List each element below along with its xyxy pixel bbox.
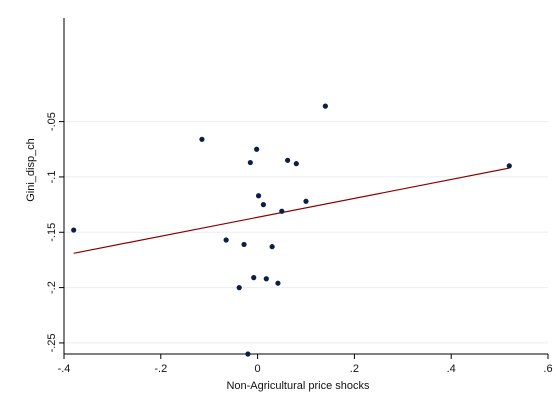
scatter-point — [71, 227, 77, 233]
x-tick-label: -.2 — [154, 363, 167, 375]
tick-labels: -.4 -.2 0 .2 .4 .6 -.25 -.2 -.15 -.1 -.05 — [46, 112, 553, 375]
y-tick-label: -.2 — [46, 281, 58, 294]
x-tick-label: 0 — [255, 363, 261, 375]
y-axis-title: Gini_disp_ch — [25, 138, 37, 202]
scatter-point — [275, 280, 281, 286]
x-tick-label: .6 — [543, 363, 552, 375]
x-axis-title: Non-Agricultural price shocks — [226, 380, 370, 392]
scatter-point — [245, 351, 251, 357]
scatter-point — [303, 198, 309, 204]
scatter-point — [254, 146, 260, 152]
y-tick-label: -.25 — [46, 333, 58, 352]
y-tick-label: -.15 — [46, 223, 58, 242]
scatter-point — [269, 244, 275, 250]
x-tick-label: .4 — [447, 363, 456, 375]
scatter-point — [506, 163, 512, 169]
fit-line-layer — [73, 167, 510, 254]
scatter-point — [322, 103, 328, 109]
fit-line — [73, 167, 510, 254]
scatter-point — [251, 275, 257, 281]
scatter-point — [247, 159, 253, 166]
x-tick-label: -.4 — [58, 363, 71, 375]
y-tick-label: -.05 — [46, 112, 58, 131]
scatter-point — [279, 208, 285, 214]
gridlines — [64, 121, 548, 344]
scatter-point — [223, 237, 229, 243]
scatter-point — [260, 202, 267, 208]
data-points — [71, 103, 512, 357]
scatter-point — [263, 276, 269, 282]
scatter-point — [199, 136, 205, 142]
scatter-point — [236, 285, 242, 291]
scatter-point — [255, 193, 262, 199]
x-tick-label: .2 — [350, 363, 359, 375]
scatter-point — [293, 161, 299, 167]
scatter-point — [241, 241, 247, 248]
scatter-point — [285, 157, 291, 163]
y-tick-label: -.1 — [46, 171, 58, 184]
axes — [59, 18, 549, 359]
